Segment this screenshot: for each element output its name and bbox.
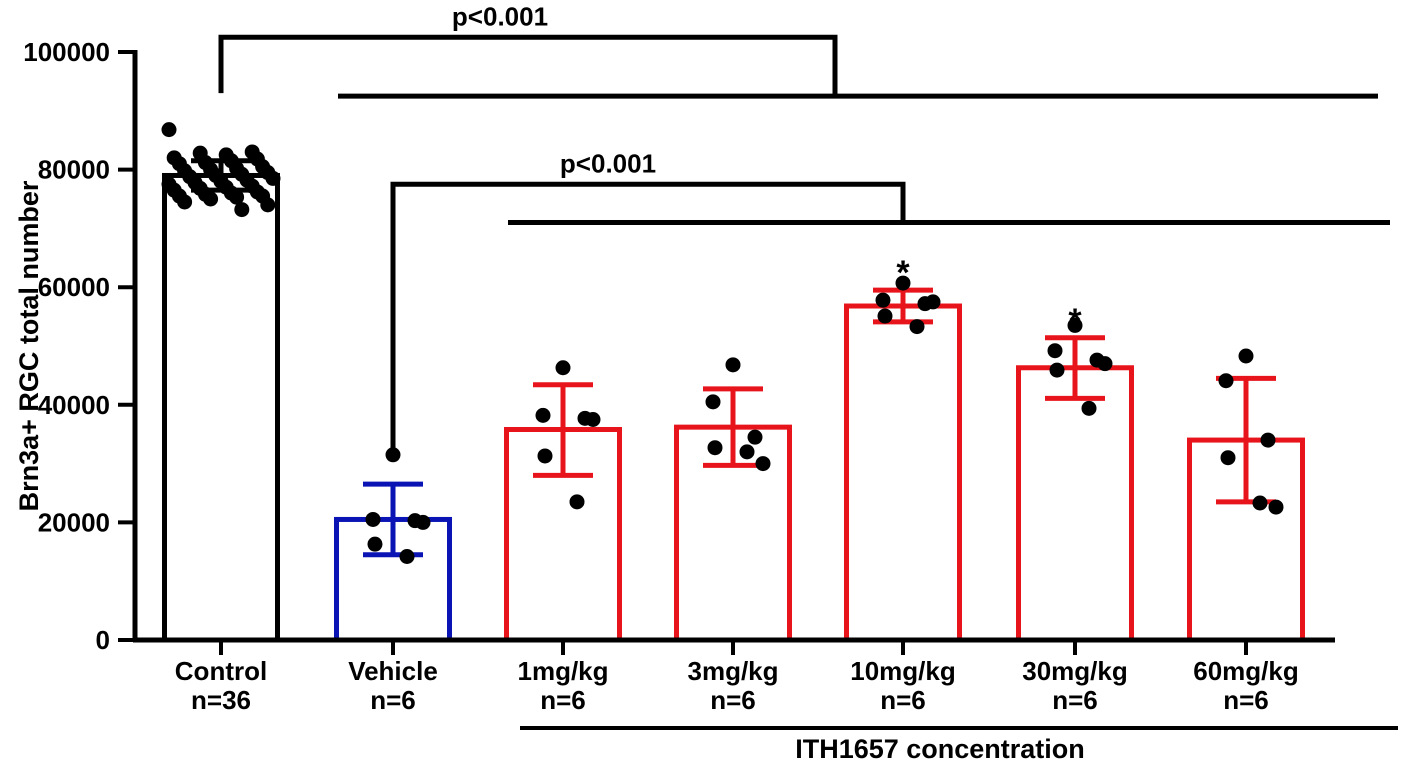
data-point bbox=[399, 549, 415, 565]
x-label-vehicle: Vehicle bbox=[348, 656, 438, 686]
bracket-1 bbox=[390, 181, 906, 455]
data-points bbox=[161, 122, 1284, 565]
bar-30mg-kg bbox=[1016, 365, 1134, 643]
data-point bbox=[875, 292, 891, 308]
x-label-control: Control bbox=[175, 656, 267, 686]
y-axis-label: Brn3a+ RGC total number bbox=[14, 180, 44, 511]
data-point bbox=[203, 191, 219, 207]
p-value-label: p<0.001 bbox=[452, 1, 548, 31]
data-point bbox=[367, 536, 383, 552]
x-label-30mg-kg: 30mg/kg bbox=[1022, 656, 1128, 686]
y-tick-label: 80000 bbox=[38, 155, 110, 185]
data-point bbox=[1260, 432, 1276, 448]
x-label-10mg-kg: 10mg/kg bbox=[850, 656, 956, 686]
data-point bbox=[1049, 362, 1065, 378]
data-point bbox=[585, 412, 601, 427]
data-point bbox=[705, 394, 721, 410]
y-tick-label: 40000 bbox=[38, 390, 110, 420]
data-point bbox=[925, 294, 941, 310]
bracket-0 bbox=[218, 34, 838, 97]
significance-brackets: p<0.001 p<0.001 bbox=[218, 1, 1390, 455]
data-point bbox=[535, 407, 551, 423]
data-point bbox=[909, 319, 925, 335]
data-point bbox=[1097, 356, 1113, 372]
data-point bbox=[747, 429, 763, 445]
y-ticks: 0 20000 40000 60000 80000 100000 bbox=[23, 37, 135, 655]
x-labels: Controln=36Vehiclen=61mg/kgn=63mg/kgn=61… bbox=[175, 640, 1299, 715]
x-label-3mg-kg: 3mg/kg bbox=[687, 656, 778, 686]
data-point bbox=[415, 514, 431, 530]
y-tick-label: 0 bbox=[96, 625, 110, 655]
data-point bbox=[1067, 317, 1083, 333]
data-point bbox=[555, 360, 571, 376]
bar-control bbox=[162, 172, 280, 643]
data-point bbox=[260, 197, 276, 213]
data-point bbox=[365, 511, 381, 527]
n-label-vehicle: n=6 bbox=[370, 685, 416, 715]
n-label-30mg-kg: n=6 bbox=[1052, 685, 1098, 715]
n-label-1mg-kg: n=6 bbox=[540, 685, 586, 715]
data-point bbox=[755, 456, 771, 472]
data-point bbox=[725, 357, 741, 373]
data-point bbox=[1081, 400, 1097, 416]
data-point bbox=[1238, 348, 1254, 364]
data-point bbox=[385, 447, 401, 463]
n-label-3mg-kg: n=6 bbox=[710, 685, 756, 715]
data-point bbox=[161, 122, 177, 138]
n-label-60mg-kg: n=6 bbox=[1223, 685, 1269, 715]
data-point bbox=[265, 170, 281, 186]
data-point bbox=[569, 494, 585, 510]
bar-10mg-kg bbox=[844, 303, 962, 643]
group-label: ITH1657 concentration bbox=[795, 734, 1085, 764]
data-point bbox=[1047, 343, 1063, 359]
data-point bbox=[1220, 450, 1236, 466]
data-point bbox=[1218, 373, 1234, 389]
data-point bbox=[234, 202, 250, 218]
y-tick-label: 100000 bbox=[23, 37, 110, 67]
y-tick-label: 60000 bbox=[38, 272, 110, 302]
n-label-10mg-kg: n=6 bbox=[880, 685, 926, 715]
data-point bbox=[707, 440, 723, 456]
data-point bbox=[877, 308, 893, 324]
data-point bbox=[1252, 495, 1268, 511]
x-label-1mg-kg: 1mg/kg bbox=[517, 656, 608, 686]
n-label-control: n=36 bbox=[191, 685, 251, 715]
y-tick-label: 20000 bbox=[38, 507, 110, 537]
data-point bbox=[895, 275, 911, 291]
p-value-label: p<0.001 bbox=[560, 148, 656, 178]
x-label-60mg-kg: 60mg/kg bbox=[1193, 656, 1299, 686]
bars bbox=[162, 172, 1305, 643]
data-point bbox=[537, 448, 553, 464]
data-point bbox=[1268, 499, 1284, 515]
data-point bbox=[229, 189, 245, 205]
data-point bbox=[177, 194, 193, 210]
data-point bbox=[739, 444, 755, 460]
